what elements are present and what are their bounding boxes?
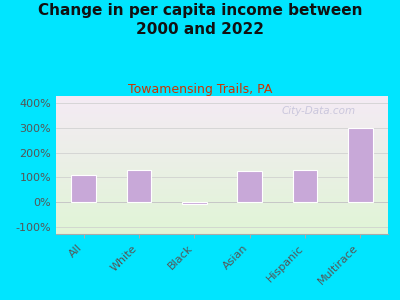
Text: City-Data.com: City-Data.com — [282, 106, 356, 116]
Text: Towamensing Trails, PA: Towamensing Trails, PA — [128, 82, 272, 95]
Bar — [126, 170, 152, 202]
Bar — [182, 202, 207, 204]
Text: Change in per capita income between
2000 and 2022: Change in per capita income between 2000… — [38, 3, 362, 37]
Bar — [237, 171, 262, 202]
Bar — [71, 175, 96, 202]
Bar — [348, 128, 373, 202]
Bar — [292, 170, 318, 202]
